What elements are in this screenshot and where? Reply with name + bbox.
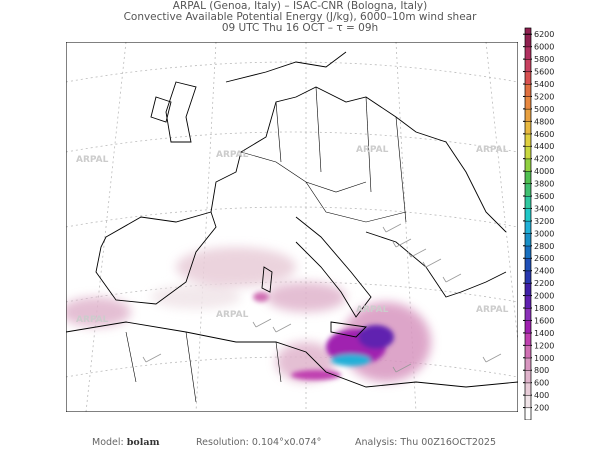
wind-barbs xyxy=(142,223,502,373)
colorbar-label: 1600 xyxy=(534,316,554,325)
colorbar-swatch xyxy=(525,357,531,371)
colorbar-label: 600 xyxy=(534,379,549,388)
colorbar-swatch xyxy=(525,84,531,97)
colorbar-swatch xyxy=(525,121,531,134)
watermark-text: ARPAL xyxy=(356,145,389,155)
colorbar-swatch xyxy=(525,171,531,184)
cape-map: ARPAL ARPAL ARPAL ARPAL ARPAL ARPAL ARPAL ARPAL xyxy=(66,42,518,412)
colorbar-label: 5400 xyxy=(534,80,554,89)
cape-field xyxy=(66,247,431,382)
colorbar-swatch xyxy=(525,283,531,296)
colorbar-label: 5800 xyxy=(534,55,554,64)
colorbar-swatch xyxy=(525,295,531,308)
colorbar-label: 2200 xyxy=(534,279,554,288)
colorbar-swatch xyxy=(525,133,531,147)
colorbar-label: 4600 xyxy=(534,130,554,139)
colorbar-swatch xyxy=(525,71,531,84)
colorbar-swatch xyxy=(525,108,531,122)
watermark-text: ARPAL xyxy=(76,315,109,325)
colorbar-label: 3400 xyxy=(534,204,554,213)
colorbar-swatch xyxy=(525,46,531,60)
colorbar-swatch xyxy=(525,345,531,358)
colorbar-label: 1200 xyxy=(534,341,554,350)
coastlines xyxy=(66,51,518,388)
colorbar-swatch xyxy=(525,146,531,159)
graticule xyxy=(66,42,518,412)
colorbar-label: 2600 xyxy=(534,254,554,263)
colorbar: 200 400 600 800 1000 1200 1400 1600 1800 2000 2200… xyxy=(523,27,554,420)
colorbar-label: 4800 xyxy=(534,117,554,126)
colorbar-swatch xyxy=(525,208,531,221)
colorbar-label: 2000 xyxy=(534,292,554,301)
colorbar-label: 4400 xyxy=(534,142,554,151)
footer-model: Model: bolam xyxy=(92,437,160,448)
watermark-text: ARPAL xyxy=(76,155,109,165)
watermark-text: ARPAL xyxy=(216,150,249,160)
footer-analysis: Analysis: Thu 00Z16OCT2025 xyxy=(355,437,497,448)
colorbar-swatch xyxy=(525,220,531,234)
colorbar-label: 400 xyxy=(534,391,549,400)
title-line-2: Convective Available Potential Energy (J… xyxy=(123,11,477,23)
colorbar-label: 4000 xyxy=(534,167,554,176)
colorbar-label: 3800 xyxy=(534,180,554,189)
colorbar-label: 3600 xyxy=(534,192,554,201)
colorbar-label: 4200 xyxy=(534,155,554,164)
colorbar-label: 6200 xyxy=(534,30,554,39)
watermark-text: ARPAL xyxy=(476,305,509,315)
colorbar-swatch xyxy=(525,183,531,196)
colorbar-swatch xyxy=(525,28,531,47)
colorbar-label: 6000 xyxy=(534,43,554,52)
colorbar-label: 2400 xyxy=(534,267,554,276)
colorbar-swatch xyxy=(525,407,531,420)
watermark-text: ARPAL xyxy=(216,310,249,320)
colorbar-swatch xyxy=(525,308,531,321)
colorbar-swatch xyxy=(525,270,531,284)
colorbar-swatch xyxy=(525,59,531,72)
footer-resolution: Resolution: 0.104°x0.074° xyxy=(196,437,322,448)
colorbar-label: 200 xyxy=(534,404,549,413)
colorbar-label: 3000 xyxy=(534,229,554,238)
borders xyxy=(125,86,407,403)
colorbar-swatch xyxy=(525,245,531,259)
watermark-text: ARPAL xyxy=(476,145,509,155)
colorbar-swatch xyxy=(525,96,531,109)
watermark-text: ARPAL xyxy=(356,305,389,315)
colorbar-swatch xyxy=(525,196,531,209)
colorbar-label: 800 xyxy=(534,366,549,375)
colorbar-swatch xyxy=(525,370,531,383)
colorbar-swatch xyxy=(525,233,531,246)
title-line-3: 09 UTC Thu 16 OCT – τ = 09h xyxy=(221,22,379,34)
colorbar-label: 5200 xyxy=(534,92,554,101)
colorbar-swatch xyxy=(525,382,531,396)
colorbar-swatch xyxy=(525,395,531,408)
watermarks: ARPAL ARPAL ARPAL ARPAL ARPAL ARPAL ARPAL ARPAL xyxy=(76,145,509,325)
colorbar-label: 1800 xyxy=(534,304,554,313)
colorbar-label: 1000 xyxy=(534,354,554,363)
colorbar-label: 5000 xyxy=(534,105,554,114)
colorbar-label: 5600 xyxy=(534,68,554,77)
colorbar-swatch xyxy=(525,320,531,333)
colorbar-swatch xyxy=(525,158,531,172)
colorbar-label: 2800 xyxy=(534,242,554,251)
colorbar-label: 1400 xyxy=(534,329,554,338)
colorbar-swatch xyxy=(525,332,531,346)
colorbar-swatch xyxy=(525,258,531,271)
colorbar-label: 3200 xyxy=(534,217,554,226)
title-line-1: ARPAL (Genoa, Italy) – ISAC-CNR (Bologna… xyxy=(172,0,428,12)
